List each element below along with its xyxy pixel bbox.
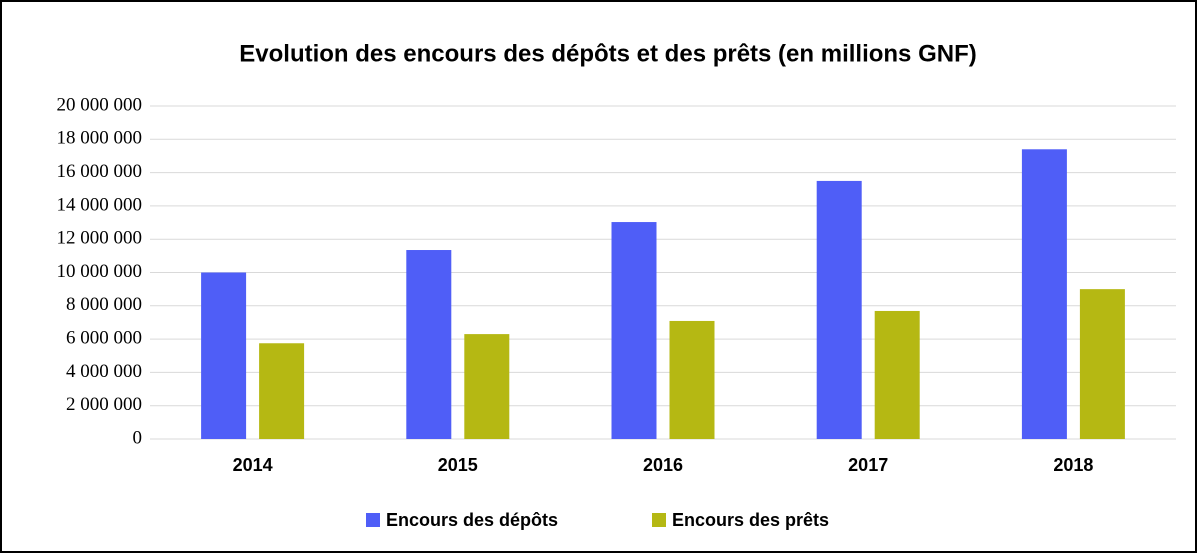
bar xyxy=(464,334,510,439)
x-tick-label: 2016 xyxy=(643,455,683,475)
y-tick-label: 8 000 000 xyxy=(66,294,142,315)
y-tick-label: 20 000 000 xyxy=(57,94,143,115)
legend-label: Encours des dépôts xyxy=(386,510,558,530)
x-tick-label: 2014 xyxy=(233,455,273,475)
y-tick-label: 18 000 000 xyxy=(57,128,143,149)
bar xyxy=(816,180,862,440)
bar xyxy=(1079,289,1125,439)
bar xyxy=(611,222,657,439)
y-tick-label: 14 000 000 xyxy=(57,194,143,215)
legend-swatch xyxy=(366,513,380,527)
bar xyxy=(406,250,452,439)
chart-title: Evolution des encours des dépôts et des … xyxy=(239,40,976,67)
y-tick-label: 0 xyxy=(133,427,143,448)
bar xyxy=(669,320,715,439)
bar xyxy=(201,272,247,439)
x-tick-label: 2017 xyxy=(848,455,888,475)
bar xyxy=(259,343,305,439)
y-tick-label: 16 000 000 xyxy=(57,161,143,182)
y-tick-label: 4 000 000 xyxy=(66,361,142,382)
y-tick-label: 6 000 000 xyxy=(66,327,142,348)
bar xyxy=(874,310,920,439)
x-tick-label: 2015 xyxy=(438,455,478,475)
y-tick-label: 10 000 000 xyxy=(57,261,143,282)
y-tick-label: 2 000 000 xyxy=(66,394,142,415)
x-tick-label: 2018 xyxy=(1053,455,1093,475)
y-tick-label: 12 000 000 xyxy=(57,228,143,249)
legend-swatch xyxy=(652,513,666,527)
bar xyxy=(1021,149,1067,440)
legend-label: Encours des prêts xyxy=(672,510,829,530)
